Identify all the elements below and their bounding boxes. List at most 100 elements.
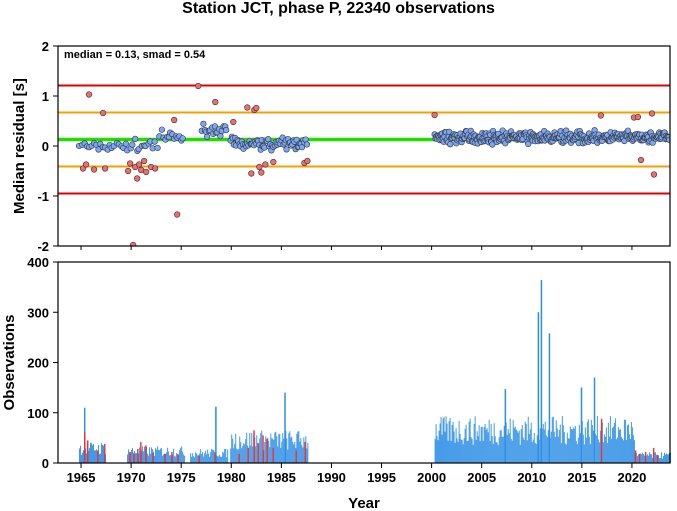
y-tick-label: 300 (27, 305, 49, 320)
observation-bar (128, 449, 130, 463)
outlier-point (270, 158, 277, 166)
observation-bar (93, 443, 94, 463)
observation-peak-bar (537, 312, 540, 463)
outlier-observation-bar (214, 452, 216, 463)
y-axis-label-observations: Observations (1, 315, 18, 411)
inlier-point (200, 120, 207, 127)
observation-bar (606, 442, 608, 463)
observation-bar (544, 421, 546, 463)
observation-bar (625, 440, 627, 463)
observation-bar (156, 449, 158, 463)
observation-bar (604, 436, 606, 463)
outlier-point (253, 104, 260, 112)
observation-bar (250, 445, 252, 463)
observation-bar (193, 456, 195, 463)
observation-bar (596, 416, 598, 463)
observation-bar (136, 453, 138, 463)
observation-bar (554, 436, 556, 463)
observation-bar (620, 436, 622, 463)
observation-bar (535, 444, 537, 463)
outlier-observation-bar (97, 450, 99, 463)
observation-peak-bar (215, 406, 217, 463)
observation-bar (493, 423, 495, 463)
observation-bar (501, 436, 503, 463)
observation-bar (169, 455, 171, 463)
observation-bar (578, 424, 580, 463)
observation-peak-bar (580, 387, 583, 463)
observation-bar (245, 439, 247, 463)
observation-bar (480, 427, 482, 463)
observation-bar (476, 431, 478, 463)
observation-bar (624, 420, 626, 463)
observations-panel: 0 100 200 300 400 Observations 1965 1970 1975 198… (1, 246, 671, 511)
observation-bar (103, 445, 104, 463)
observation-bar (543, 429, 545, 463)
observation-bar (166, 452, 168, 463)
observation-bar (96, 449, 97, 463)
observation-bar (515, 429, 517, 463)
observation-bar (157, 446, 159, 463)
observation-bar (95, 450, 96, 463)
observation-bar (299, 441, 301, 463)
outlier-observation-bar (656, 454, 659, 463)
observation-bar (468, 421, 470, 463)
observation-bar (159, 450, 161, 463)
outlier-observation-bar (87, 440, 89, 463)
observation-bar (105, 454, 106, 463)
observation-bar (557, 436, 559, 463)
observation-bar (459, 433, 461, 463)
observations-plot-area (58, 262, 670, 463)
observation-bar (520, 428, 522, 463)
observation-bar (305, 436, 307, 463)
observation-bar (267, 437, 269, 463)
observation-bar (645, 455, 647, 463)
outlier-observation-bar (600, 418, 603, 463)
observation-bar (524, 421, 526, 463)
outlier-observation-bar (177, 453, 179, 463)
observation-bar (662, 455, 664, 463)
observation-peak-bar (593, 377, 596, 463)
outlier-observation-bar (133, 453, 135, 463)
outlier-point (650, 171, 658, 178)
observation-bar (160, 448, 162, 463)
observation-bar (197, 455, 199, 463)
observation-bar (471, 439, 473, 463)
observation-bar (83, 450, 84, 463)
outlier-point (85, 91, 93, 98)
observation-bar (82, 452, 83, 463)
observation-bar (180, 448, 182, 463)
inlier-point (447, 141, 454, 148)
inlier-point (283, 146, 290, 153)
observation-bar (237, 449, 239, 463)
observation-bar (436, 436, 438, 463)
observation-bar (239, 436, 241, 463)
observation-bar (659, 458, 661, 463)
observation-peak-bar (548, 333, 551, 463)
observation-bar (175, 456, 177, 463)
observation-bar (528, 434, 530, 463)
observation-bar (240, 441, 242, 463)
observation-bar (640, 454, 642, 463)
observation-bars (79, 280, 671, 463)
observation-bar (631, 427, 633, 463)
x-tick-label: 2005 (467, 470, 496, 485)
observation-bar (300, 438, 302, 463)
observation-bar (183, 454, 185, 463)
outlier-point (125, 167, 132, 175)
observation-bar (474, 416, 476, 463)
outlier-observation-bar (247, 447, 249, 463)
observation-bar (616, 437, 618, 463)
inlier-point (666, 136, 670, 144)
observation-bar (571, 429, 573, 463)
observation-bar (579, 433, 581, 463)
observation-bar (472, 444, 474, 463)
observation-bar (630, 421, 632, 463)
observation-bar (181, 446, 183, 463)
observation-bar (642, 453, 644, 463)
observation-bar (168, 451, 170, 463)
observation-bar (194, 457, 196, 463)
outlier-observation-bar (304, 441, 306, 463)
observation-bar (293, 444, 295, 463)
observation-bar (464, 428, 466, 463)
observation-bar (134, 450, 136, 463)
